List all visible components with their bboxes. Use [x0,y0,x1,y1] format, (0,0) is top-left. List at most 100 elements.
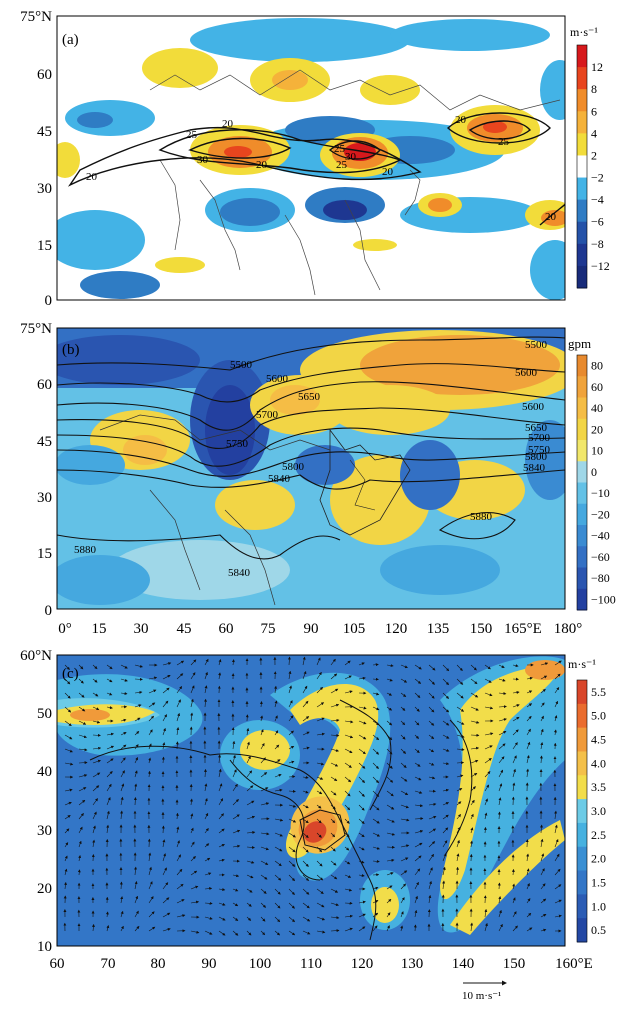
contour-label: 5650 [298,391,321,403]
colorbar-swatch [577,200,587,223]
colorbar-swatch [577,483,587,505]
colorbar-tick-label: 5.0 [591,709,606,723]
colorbar-swatch [577,398,587,420]
colorbar-swatch [577,155,587,178]
colorbar-swatch [577,799,587,823]
panel-a-y-axis: 75°N 60 45 30 15 0 [20,9,52,309]
y-tick-label: 45 [37,124,52,140]
panel-b-figure: 5500 5600 5650 5700 5750 5800 5840 5880 … [0,310,627,640]
colorbar-tick-label: 8 [591,82,597,96]
colorbar-tick-label: −40 [591,529,610,543]
panel-label: (b) [62,342,80,358]
x-tick-label: 90 [202,956,217,972]
x-tick-label: 120 [351,956,374,972]
y-tick-label: 15 [37,238,52,254]
contour-label: 5500 [525,339,548,351]
contour-label: 20 [382,166,394,178]
x-tick-label: 150 [470,621,493,637]
colorbar-tick-label: −2 [591,171,604,185]
panel-c-figure: (c) 60°N 50 40 30 20 10 60 70 80 90 100 … [0,640,627,1006]
colorbar-unit: m·s⁻¹ [570,25,598,39]
y-tick-label: 30 [37,490,52,506]
colorbar-swatch [577,546,587,568]
y-tick-label: 30 [37,181,52,197]
contour-label: 5600 [522,401,545,413]
colorbar-swatch [577,568,587,590]
contour-label: 20 [455,114,467,126]
contour-label: 5880 [470,511,493,523]
x-tick-label: 60 [50,956,65,972]
panel-a-figure: 20 25 30 20 25 20 25 30 20 20 25 20 (a) … [0,0,627,310]
colorbar-tick-label: 60 [591,380,603,394]
colorbar-tick-label: 2.0 [591,852,606,866]
colorbar-tick-label: 4.0 [591,756,606,770]
colorbar-swatch [577,589,587,611]
colorbar-swatch [577,894,587,918]
contour-label: 20 [256,159,268,171]
colorbar-swatch [577,440,587,462]
contour-label: 5840 [268,473,291,485]
x-tick-label: 150 [503,956,526,972]
contour-label: 5840 [523,462,546,474]
y-tick-label: 75°N [20,9,52,25]
colorbar-swatch [577,680,587,704]
colorbar-tick-label: 1.5 [591,875,606,889]
x-tick-label: 45 [177,621,192,637]
colorbar-tick-label: −4 [591,193,604,207]
colorbar-swatch [577,89,587,112]
colorbar-tick-label: 0 [591,465,597,479]
colorbar-tick-label: 2.5 [591,828,606,842]
colorbar-tick-label: 20 [591,422,603,436]
colorbar-swatch [577,419,587,441]
colorbar-tick-label: −8 [591,237,604,251]
x-tick-label: 60 [219,621,234,637]
panel-c-y-axis: 60°N 50 40 30 20 10 [20,648,52,955]
colorbar-swatch [577,178,587,201]
x-tick-label: 90 [304,621,319,637]
colorbar-tick-label: 80 [591,359,603,373]
panel-b-x-axis: 0° 15 30 45 60 75 90 105 120 135 150 165… [58,621,582,637]
colorbar-swatch [577,847,587,871]
colorbar-tick-label: 1.0 [591,899,606,913]
y-tick-label: 15 [37,546,52,562]
colorbar-swatch [577,775,587,799]
x-tick-label: 160°E [555,956,593,972]
y-tick-label: 75°N [20,321,52,337]
y-tick-label: 50 [37,706,52,722]
panel-label: (c) [62,666,79,682]
contour-label: 20 [222,118,234,130]
panel-label: (a) [62,32,79,48]
x-tick-label: 105 [343,621,366,637]
colorbar-tick-label: 3.0 [591,804,606,818]
y-tick-label: 60 [37,67,52,83]
colorbar-tick-label: 0.5 [591,923,606,937]
colorbar-swatch [577,871,587,895]
colorbar-swatch [577,355,587,377]
panel-c-x-axis: 60 70 80 90 100 110 120 130 140 150 160°… [50,956,593,972]
colorbar-swatch [577,504,587,526]
colorbar-tick-label: −6 [591,215,604,229]
x-tick-label: 0° [58,621,72,637]
x-tick-label: 100 [249,956,272,972]
colorbar-swatch [577,751,587,775]
contour-label: 5600 [266,373,289,385]
colorbar-tick-label: 4 [591,126,597,140]
y-tick-label: 10 [37,939,52,955]
colorbar-swatch [577,728,587,752]
contour-label: 5840 [228,567,251,579]
panel-c-field [57,655,565,946]
colorbar-swatch [577,244,587,267]
x-tick-label: 120 [385,621,408,637]
x-tick-label: 110 [300,956,322,972]
colorbar-tick-label: −20 [591,507,610,521]
colorbar-tick-label: 12 [591,60,603,74]
panel-c-colorbar: m·s⁻¹ 5.55.04.54.03.53.02.52.01.51.00.5 [568,657,606,943]
colorbar-swatch [577,266,587,289]
y-tick-label: 45 [37,434,52,450]
colorbar-swatch [577,67,587,90]
colorbar-swatch [577,704,587,728]
colorbar-tick-label: 4.5 [591,733,606,747]
colorbar-tick-label: −60 [591,550,610,564]
x-tick-label: 80 [151,956,166,972]
